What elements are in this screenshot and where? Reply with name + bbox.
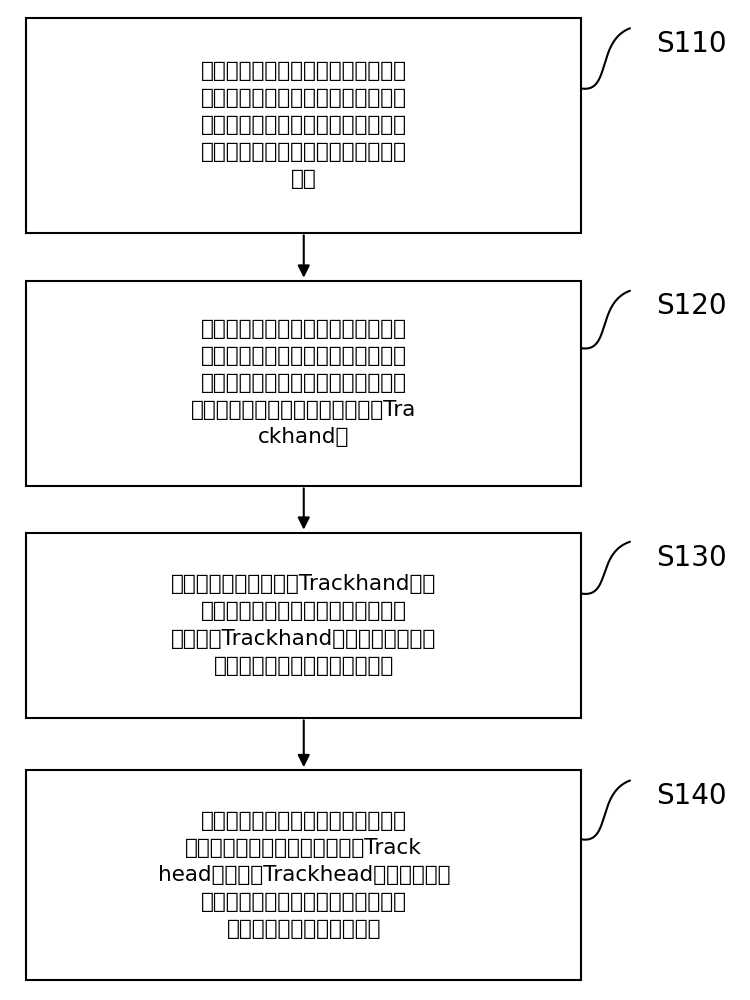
- Text: S130: S130: [656, 544, 727, 572]
- Text: 将每一帧图像中头部关于位置、姿态
的数据实时存入跟踪模块的队列Track
head中，结合Trackhead中头部的数据
确定平滑滤波处理后的骨骼点的三维
骨骼: 将每一帧图像中头部关于位置、姿态 的数据实时存入跟踪模块的队列Track hea…: [158, 811, 450, 939]
- Text: S140: S140: [656, 782, 727, 810]
- Text: S120: S120: [656, 292, 727, 320]
- Text: 通过骨骼点识别模型对Trackhand中的
当前帧的感兴趣区域进行骨骼点识别
，并根据Trackhand中的历史数据对识
别出的骨骼点进行平滑滤波处理: 通过骨骼点识别模型对Trackhand中的 当前帧的感兴趣区域进行骨骼点识别 ，…: [171, 574, 436, 676]
- Bar: [26, 770, 581, 980]
- Text: 根据上一帧图像中手部的检测个数启
动手部检测模型和跟踪模块，获取当
前帧的感兴趣区域，并将当前帧的数
据信息保存至跟踪模块的跟踪队列Tra
ckhand中: 根据上一帧图像中手部的检测个数启 动手部检测模型和跟踪模块，获取当 前帧的感兴趣…: [191, 319, 416, 447]
- Bar: [26, 532, 581, 718]
- Text: 训练手部检测模型与骨骼点识别模型
，以使手部检测模型自动锁定图像的
手部区域作为感兴趣区域，使骨骼点
识别模型自动识别感兴趣区域中的骨
骼点: 训练手部检测模型与骨骼点识别模型 ，以使手部检测模型自动锁定图像的 手部区域作为…: [201, 61, 406, 189]
- Bar: [26, 280, 581, 486]
- Text: S110: S110: [656, 29, 727, 57]
- Bar: [26, 17, 581, 232]
